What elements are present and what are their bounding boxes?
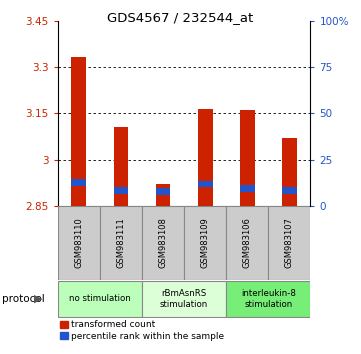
Bar — [100, 206, 142, 280]
Bar — [184, 206, 226, 280]
Text: protocol: protocol — [2, 294, 44, 304]
Bar — [240, 110, 255, 206]
Bar — [198, 109, 213, 206]
Legend: transformed count, percentile rank within the sample: transformed count, percentile rank withi… — [60, 320, 225, 341]
Bar — [114, 187, 128, 194]
Text: GSM983108: GSM983108 — [158, 217, 168, 268]
Bar — [226, 281, 310, 317]
Text: GSM983111: GSM983111 — [117, 218, 125, 268]
Bar — [268, 206, 310, 280]
Text: GSM983106: GSM983106 — [243, 217, 252, 268]
Bar — [156, 188, 170, 195]
Text: GSM983110: GSM983110 — [74, 218, 83, 268]
Bar — [58, 281, 142, 317]
Text: GSM983109: GSM983109 — [201, 218, 210, 268]
Bar — [282, 138, 297, 206]
Bar — [142, 206, 184, 280]
Text: GSM983107: GSM983107 — [285, 217, 294, 268]
Bar — [156, 184, 170, 206]
Bar — [226, 206, 268, 280]
Bar — [114, 127, 128, 206]
Bar — [240, 185, 255, 192]
Text: rBmAsnRS
stimulation: rBmAsnRS stimulation — [160, 289, 208, 309]
Text: no stimulation: no stimulation — [69, 295, 131, 303]
Bar — [142, 281, 226, 317]
Text: GDS4567 / 232544_at: GDS4567 / 232544_at — [107, 11, 254, 24]
Bar — [282, 187, 297, 194]
Bar — [71, 57, 86, 206]
Bar — [58, 206, 100, 280]
Bar — [198, 181, 213, 188]
Text: ▶: ▶ — [34, 294, 42, 304]
Text: interleukin-8
stimulation: interleukin-8 stimulation — [241, 289, 296, 309]
Bar — [71, 179, 86, 186]
